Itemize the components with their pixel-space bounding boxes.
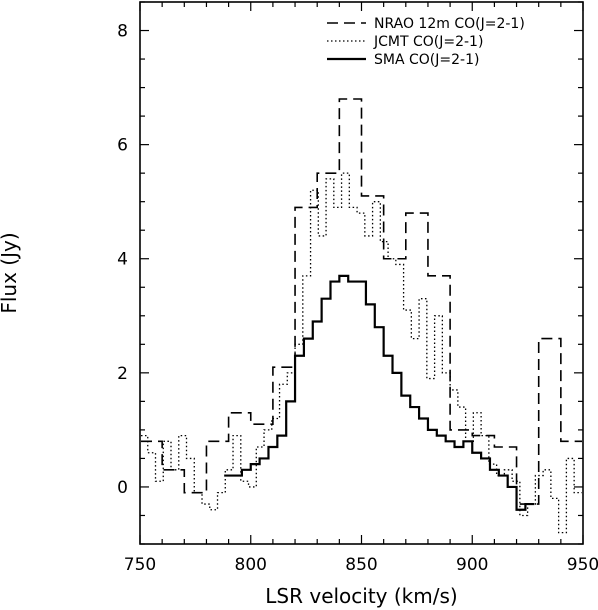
x-tick-label: 950 (567, 555, 598, 575)
legend-label: JCMT CO(J=2-1) (373, 34, 483, 50)
x-tick-label: 900 (456, 555, 488, 575)
x-tick-label: 750 (124, 555, 156, 575)
series-layer (141, 98, 582, 534)
axis-ticks: 750 800 850 900 950 0 2 4 6 8 (117, 1, 598, 575)
legend: NRAO 12m CO(J=2-1) JCMT CO(J=2-1) SMA CO(J… (327, 16, 525, 68)
x-tick-label: 850 (345, 555, 377, 575)
series-line-solid (224, 274, 535, 511)
series-line-dashed (141, 98, 582, 505)
y-axis-title: Flux (Jy) (0, 232, 21, 313)
y-tick-label: 8 (117, 22, 128, 42)
legend-label: SMA CO(J=2-1) (374, 52, 479, 68)
y-tick-label: 2 (117, 364, 128, 384)
x-tick-label: 800 (235, 555, 267, 575)
y-tick-label: 6 (117, 136, 128, 156)
legend-label: NRAO 12m CO(J=2-1) (374, 16, 525, 32)
y-tick-label: 4 (117, 250, 128, 270)
x-axis-title: LSR velocity (km/s) (265, 584, 457, 608)
y-tick-label: 0 (117, 478, 128, 498)
